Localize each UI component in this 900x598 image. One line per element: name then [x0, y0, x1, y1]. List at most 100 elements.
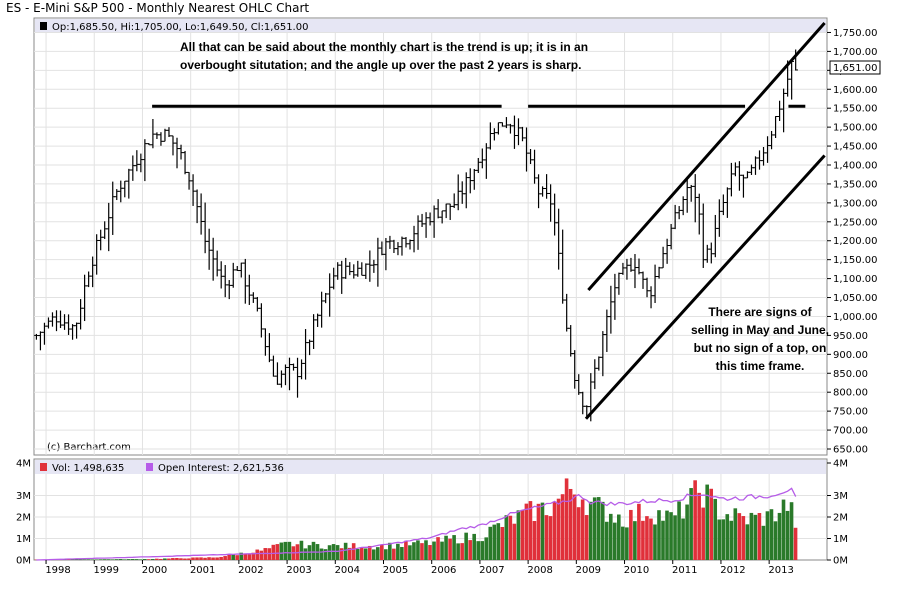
volume-bar: [673, 515, 677, 560]
volume-bar: [243, 553, 248, 560]
annotation-right-line: There are signs of: [708, 305, 812, 319]
volume-bar: [363, 548, 368, 560]
volume-bar: [464, 532, 468, 560]
volume-bar: [460, 543, 464, 560]
volume-bar: [420, 543, 424, 560]
price-tick-label: 1,200.00: [833, 236, 878, 247]
year-tick-label: 2013: [768, 565, 793, 576]
year-tick-label: 2003: [286, 565, 311, 576]
volume-bar: [359, 547, 364, 560]
volume-bar: [608, 513, 613, 560]
volume-bar: [247, 554, 252, 560]
volume-bar: [327, 545, 332, 560]
volume-bar: [82, 559, 87, 560]
volume-bar: [476, 541, 481, 560]
volume-bar: [191, 557, 195, 560]
volume-bar: [155, 558, 159, 560]
volume-bar: [721, 519, 726, 560]
year-tick-label: 2001: [190, 565, 215, 576]
chart-title: ES - E-Mini S&P 500 - Monthly Nearest OH…: [6, 1, 310, 15]
volume-bar: [239, 552, 243, 560]
volume-bar: [705, 484, 709, 560]
volume-bar: [532, 521, 537, 560]
volume-bar: [785, 510, 790, 560]
volume-bar: [572, 494, 577, 560]
open-interest-path: [36, 487, 797, 561]
vol-legend: Vol: 1,498,635: [52, 463, 124, 474]
year-tick-label: 2012: [720, 565, 745, 576]
volume-bar: [633, 521, 637, 560]
volume-bar: [665, 510, 669, 560]
volume-bar: [78, 559, 83, 561]
volume-bar: [793, 527, 798, 560]
volume-bar: [669, 512, 673, 560]
price-legend: Op:1,685.50, Hi:1,705.00, Lo:1,649.50, C…: [52, 22, 308, 33]
price-tick-label: 850.00: [833, 369, 868, 380]
price-tick-label: 800.00: [833, 388, 868, 399]
year-tick-label: 2004: [335, 565, 360, 576]
price-tick-label: 750.00: [833, 407, 868, 418]
volume-bar: [564, 478, 569, 560]
volume-bar: [134, 559, 139, 560]
price-tick-label: 1,050.00: [833, 293, 878, 304]
price-tick-label: 1,500.00: [833, 123, 878, 134]
year-tick-label: 2009: [576, 565, 601, 576]
year-tick-label: 2005: [383, 565, 408, 576]
volume-bar: [733, 508, 738, 560]
volume-bar: [576, 507, 581, 560]
volume-bar: [392, 548, 396, 560]
volume-bar: [424, 540, 428, 560]
volume-bar: [146, 559, 151, 560]
last-price-tag: [829, 60, 881, 75]
volume-bar: [512, 523, 517, 560]
volume-bar: [106, 559, 111, 560]
volume-bar: [596, 497, 601, 560]
volume-bar: [709, 488, 714, 560]
volume-bar: [118, 559, 123, 560]
volume-bar: [524, 503, 529, 560]
volume-bar: [171, 558, 175, 560]
volume-bar: [167, 558, 171, 560]
volume-bar: [211, 557, 215, 560]
volume-bar: [745, 524, 750, 560]
volume-bar: [122, 559, 127, 560]
volume-bar: [187, 558, 191, 560]
volume-bar: [500, 526, 505, 560]
volume-bar: [408, 545, 412, 560]
volume-bar: [199, 557, 203, 560]
volume-bar: [560, 494, 565, 560]
volume-bar: [777, 512, 782, 560]
volume-bar: [159, 558, 163, 560]
volume-bar: [126, 559, 131, 560]
volume-bar: [480, 541, 485, 560]
volume-bar: [456, 543, 460, 560]
volume-bar: [693, 480, 697, 560]
volume-bar: [74, 559, 79, 560]
volume-bar: [757, 513, 762, 560]
volume-tick-label-left: 1M: [16, 534, 31, 545]
volume-bar: [452, 535, 456, 560]
ohlc-bars: [34, 49, 798, 422]
price-tick-label: 1,350.00: [833, 179, 878, 190]
year-tick-label: 2006: [431, 565, 456, 576]
trendlines: [152, 22, 826, 420]
volume-bar: [142, 559, 147, 560]
volume-bar: [351, 543, 356, 560]
volume-bar: [617, 514, 621, 560]
volume-bar: [544, 515, 549, 560]
volume-bar: [311, 541, 316, 560]
volume-bar: [657, 510, 661, 560]
volume-bar: [629, 509, 633, 560]
open-interest-line: [36, 487, 797, 561]
volume-bar: [612, 522, 617, 560]
volume-bar: [584, 515, 589, 560]
year-tick-label: 2007: [479, 565, 504, 576]
volume-bar: [400, 547, 404, 560]
volume-bar: [625, 527, 629, 560]
price-tick-label: 1,400.00: [833, 161, 878, 172]
volume-bar: [323, 549, 328, 560]
price-tick-label: 1,250.00: [833, 217, 878, 228]
trendline-upper-channel: [587, 22, 826, 291]
volume-bar: [472, 533, 476, 560]
volume-bar: [114, 559, 119, 560]
